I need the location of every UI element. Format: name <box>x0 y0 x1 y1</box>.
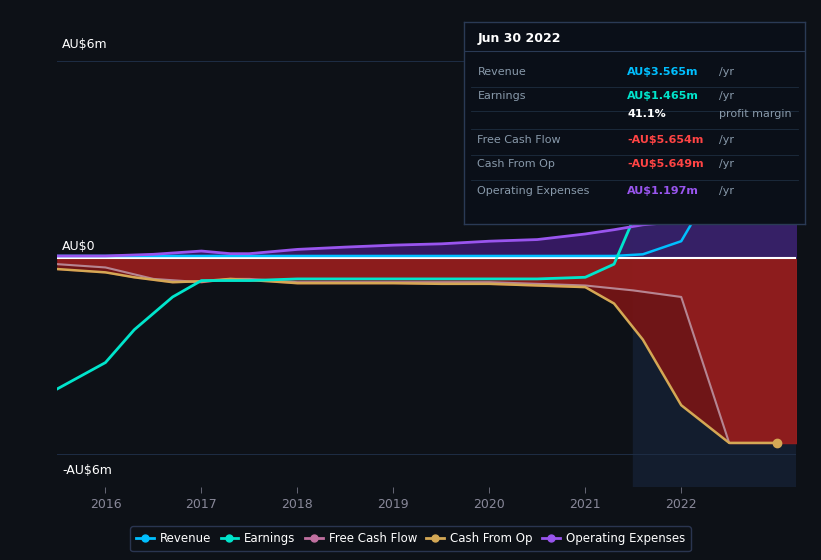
Text: -AU$6m: -AU$6m <box>62 464 112 477</box>
Text: AU$1.465m: AU$1.465m <box>627 91 699 101</box>
Text: /yr: /yr <box>719 91 735 101</box>
Text: Earnings: Earnings <box>478 91 526 101</box>
Text: AU$1.197m: AU$1.197m <box>627 186 699 195</box>
Text: -AU$5.649m: -AU$5.649m <box>627 160 704 170</box>
Legend: Revenue, Earnings, Free Cash Flow, Cash From Op, Operating Expenses: Revenue, Earnings, Free Cash Flow, Cash … <box>131 526 690 551</box>
Text: AU$0: AU$0 <box>62 240 96 253</box>
Text: profit margin: profit margin <box>719 109 792 119</box>
Text: AU$6m: AU$6m <box>62 38 108 51</box>
Text: -AU$5.654m: -AU$5.654m <box>627 136 704 145</box>
Text: Cash From Op: Cash From Op <box>478 160 555 170</box>
Bar <box>633 28 796 487</box>
Text: Jun 30 2022: Jun 30 2022 <box>478 32 561 45</box>
Text: 41.1%: 41.1% <box>627 109 666 119</box>
Text: /yr: /yr <box>719 160 735 170</box>
Text: Operating Expenses: Operating Expenses <box>478 186 589 195</box>
Text: /yr: /yr <box>719 186 735 195</box>
Text: Revenue: Revenue <box>478 67 526 77</box>
Text: AU$3.565m: AU$3.565m <box>627 67 699 77</box>
Text: /yr: /yr <box>719 136 735 145</box>
Text: /yr: /yr <box>719 67 735 77</box>
Text: Free Cash Flow: Free Cash Flow <box>478 136 561 145</box>
